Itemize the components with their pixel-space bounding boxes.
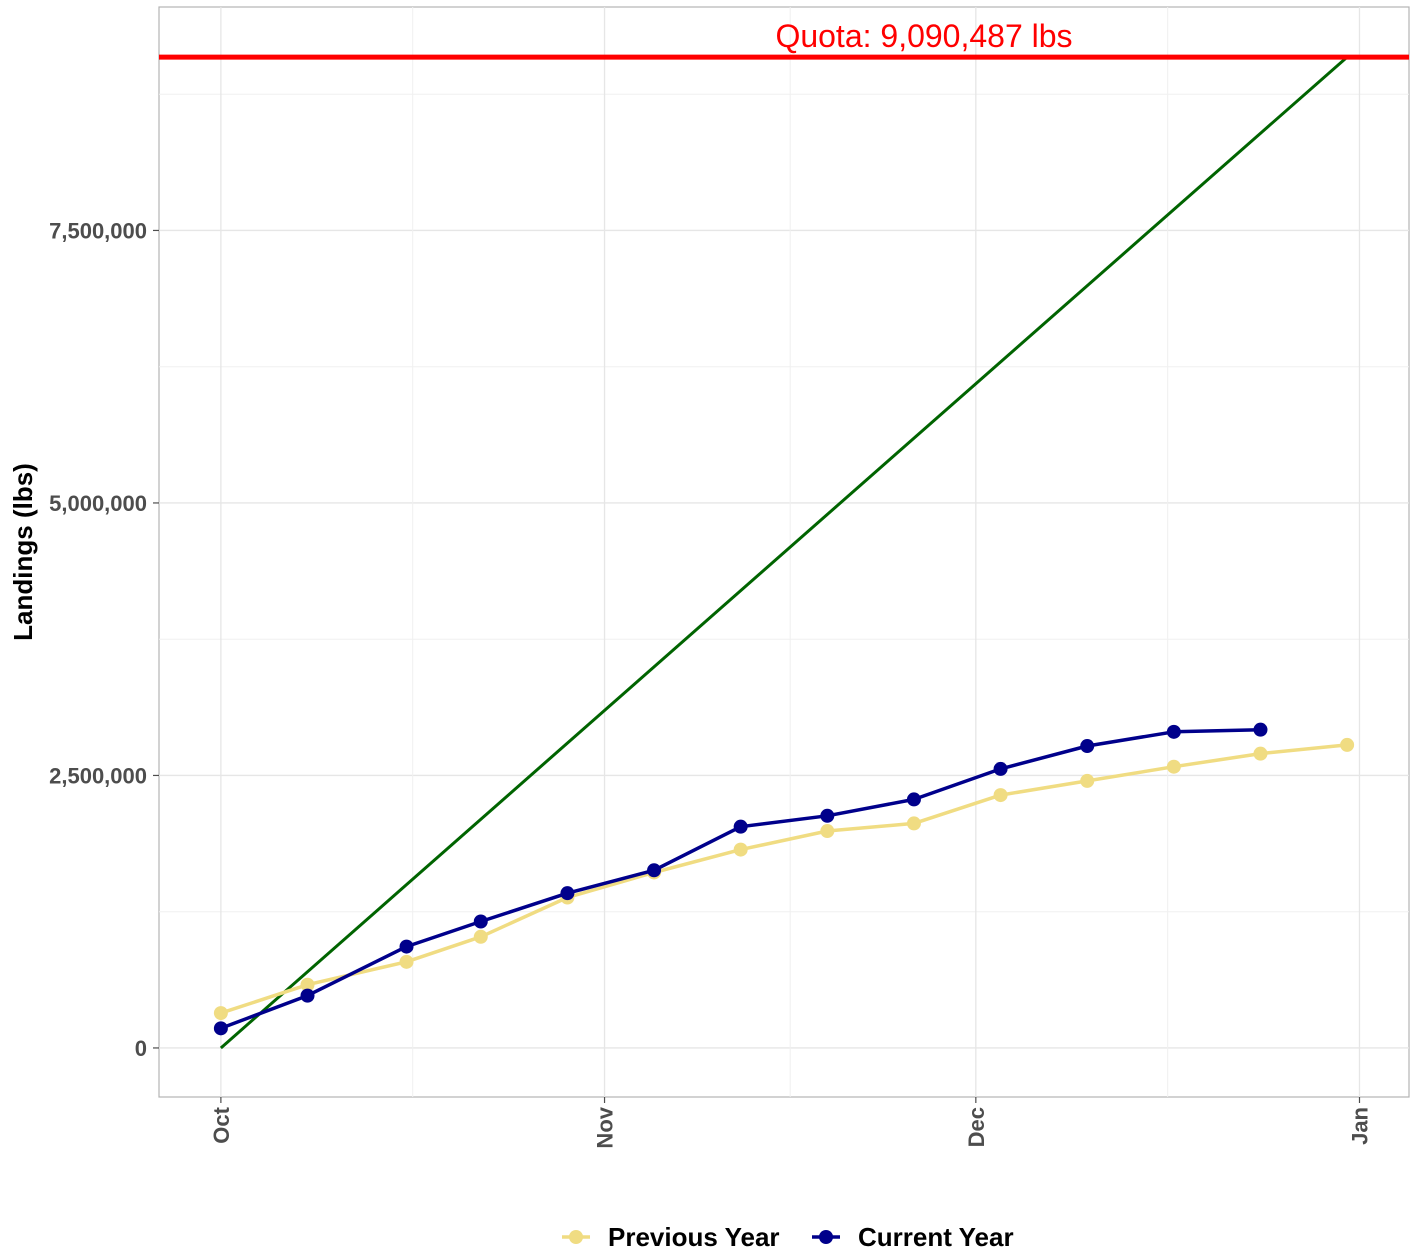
y-tick-label: 7,500,000 <box>49 218 147 243</box>
data-point <box>560 886 575 901</box>
quota-label: Quota: 9,090,487 lbs <box>775 18 1072 54</box>
y-tick-label: 2,500,000 <box>49 763 147 788</box>
data-point <box>473 914 488 929</box>
legend: Previous Year Current Year <box>562 1222 1014 1252</box>
data-point <box>993 761 1008 776</box>
data-point <box>1080 773 1095 788</box>
data-point <box>733 842 748 857</box>
data-point <box>1166 759 1181 774</box>
y-axis-label: Landings (lbs) <box>8 463 38 641</box>
series-1 <box>213 722 1268 1036</box>
x-tick-label: Dec <box>964 1107 989 1147</box>
projection-line-path <box>219 55 1349 1050</box>
data-point <box>733 819 748 834</box>
x-tick-label: Jan <box>1347 1107 1372 1145</box>
legend-label: Current Year <box>858 1222 1014 1252</box>
projection-line <box>219 55 1349 1050</box>
series-line <box>220 743 1348 1015</box>
data-point <box>1253 722 1268 737</box>
data-point <box>820 808 835 823</box>
legend-key-point <box>569 1230 583 1244</box>
y-tick-label: 0 <box>135 1036 147 1061</box>
data-point <box>300 977 315 992</box>
data-point <box>1253 746 1268 761</box>
quota-line-group: Quota: 9,090,487 lbs <box>159 18 1409 60</box>
data-point <box>399 954 414 969</box>
data-point <box>820 824 835 839</box>
data-point <box>993 788 1008 803</box>
data-point <box>1340 737 1355 752</box>
series-group <box>213 722 1355 1036</box>
data-point <box>1166 724 1181 739</box>
y-tick-label: 5,000,000 <box>49 491 147 516</box>
x-tick-label: Nov <box>593 1106 618 1148</box>
data-point <box>906 816 921 831</box>
data-point <box>1080 739 1095 754</box>
data-point <box>213 1021 228 1036</box>
series-0 <box>213 737 1355 1021</box>
data-point <box>906 792 921 807</box>
x-tick-label: Oct <box>209 1106 234 1143</box>
data-point <box>300 988 315 1003</box>
data-point <box>647 863 662 878</box>
legend-key-point <box>819 1230 833 1244</box>
legend-label: Previous Year <box>608 1222 780 1252</box>
y-axis: 0 2,500,000 5,000,000 7,500,000 <box>49 218 159 1061</box>
grid-lines <box>159 7 1409 1097</box>
x-axis: Oct Nov Dec Jan <box>209 1097 1372 1149</box>
data-point <box>213 1006 228 1021</box>
data-point <box>473 929 488 944</box>
data-point <box>399 939 414 954</box>
